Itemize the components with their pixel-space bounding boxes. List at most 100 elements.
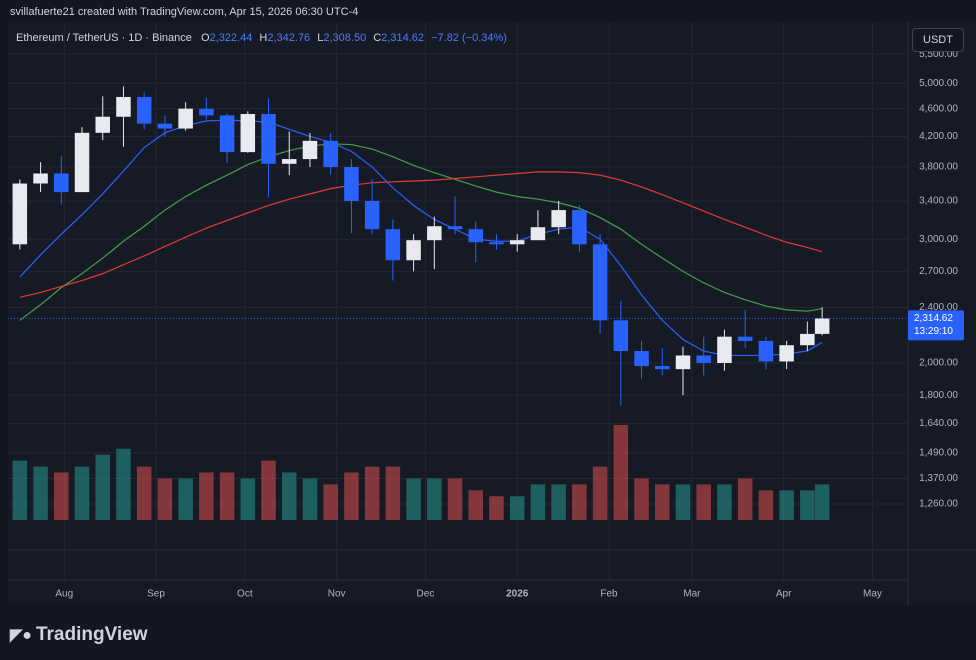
x-tick-label: 2026: [506, 589, 529, 600]
candle-body: [613, 320, 629, 352]
candle-body: [116, 96, 131, 117]
last-price-tag: [908, 310, 964, 341]
candle-body: [530, 227, 546, 241]
candle-body: [489, 242, 504, 245]
candle-body: [54, 173, 69, 193]
candle-body: [199, 108, 214, 116]
logo-text: TradingView: [35, 624, 148, 645]
volume-bar: [178, 478, 193, 520]
credit: svillafuerte21 created with TradingView.…: [10, 6, 359, 18]
volume-bar: [323, 484, 338, 520]
ohlc-key: L: [317, 32, 324, 44]
volume-bar: [427, 478, 442, 520]
x-tick-label: Mar: [683, 589, 701, 600]
y-tick-label: 3,000.00: [919, 234, 958, 245]
volume-bar: [281, 472, 297, 520]
volume-bar: [12, 460, 28, 520]
logo-icon: ◤●: [10, 627, 32, 644]
volume-bar: [302, 478, 318, 520]
x-tick-label: Aug: [55, 589, 73, 600]
volume-bar: [468, 490, 484, 520]
volume-bar: [814, 484, 830, 520]
candle-body: [675, 355, 691, 370]
symbol: Ethereum / TetherUS · 1D · Binance: [16, 32, 192, 44]
volume-bar: [489, 496, 504, 520]
y-tick-label: 4,200.00: [919, 131, 958, 142]
volume-bar: [157, 478, 173, 520]
volume-bar: [364, 466, 380, 520]
volume-bar: [261, 460, 276, 520]
candle-body: [814, 318, 830, 334]
candle-body: [33, 173, 48, 184]
y-tick-label: 1,490.00: [919, 448, 958, 459]
candle-body: [572, 210, 587, 245]
volume-bar: [551, 484, 566, 520]
volume-bar: [406, 478, 421, 520]
candle-body: [758, 340, 774, 362]
volume-bar: [54, 472, 69, 520]
candle-body: [447, 226, 463, 230]
candle-body: [344, 167, 359, 201]
candle-body: [592, 244, 608, 321]
volume-bar: [655, 484, 670, 520]
candle-body: [261, 114, 276, 164]
y-tick-label: 1,800.00: [919, 390, 958, 401]
volume-bar: [800, 490, 815, 520]
volume-bar: [613, 425, 629, 520]
change: −7.82 (−0.34%): [431, 32, 507, 44]
volume-bar: [634, 478, 649, 520]
volume-bar: [447, 478, 463, 520]
candle-body: [779, 345, 794, 362]
y-tick-label: 5,500.00: [919, 49, 958, 60]
candle-body: [12, 183, 28, 245]
moving-average: [19, 171, 823, 298]
y-tick-label: 1,260.00: [919, 499, 958, 510]
candle-body: [717, 336, 732, 363]
last-price-label: 2,314.62: [914, 313, 953, 324]
y-tick-label: 2,400.00: [919, 302, 958, 313]
y-tick-label: 1,370.00: [919, 473, 958, 484]
ohlc-value: 2,342.76: [267, 32, 311, 44]
y-tick-label: 3,400.00: [919, 196, 958, 207]
volume-bar: [344, 472, 359, 520]
candle-body: [385, 229, 401, 261]
y-tick-label: 5,000.00: [919, 78, 958, 89]
x-tick-label: May: [863, 589, 882, 600]
candle-body: [509, 240, 525, 245]
candle-body: [219, 115, 235, 153]
candle-body: [468, 229, 484, 243]
ohlc-value: 2,314.62: [381, 32, 425, 44]
volume-bar: [675, 484, 691, 520]
ohlc-value: 2,322.44: [209, 32, 253, 44]
volume-bar: [95, 454, 110, 520]
candle-body: [281, 159, 297, 164]
volume-bar: [737, 478, 753, 520]
currency-button[interactable]: USDT: [912, 28, 964, 52]
volume-bar: [696, 484, 711, 520]
volume-bar: [530, 484, 546, 520]
candle-body: [696, 355, 711, 363]
candle-body: [240, 114, 256, 153]
y-tick-label: 2,000.00: [919, 358, 958, 369]
logo: ◤● TradingView: [10, 624, 148, 646]
candle-body: [551, 210, 566, 228]
ohlc-value: 2,308.50: [323, 32, 367, 44]
volume-bar: [33, 466, 48, 520]
volume-bar: [136, 466, 152, 520]
ohlc-key: C: [373, 32, 382, 44]
x-tick-label: Dec: [417, 589, 435, 600]
candle-body: [157, 123, 173, 129]
volume-bar: [219, 472, 235, 520]
volume-bar: [717, 484, 732, 520]
moving-average: [19, 143, 823, 321]
volume-bar: [592, 466, 608, 520]
ohlc-key: H: [259, 32, 268, 44]
x-tick-label: Feb: [600, 589, 618, 600]
ohlc-key: O: [200, 32, 210, 44]
candle-body: [74, 132, 90, 193]
candle-body: [136, 96, 152, 124]
volume-bar: [385, 466, 401, 520]
volume-bar: [509, 496, 525, 520]
